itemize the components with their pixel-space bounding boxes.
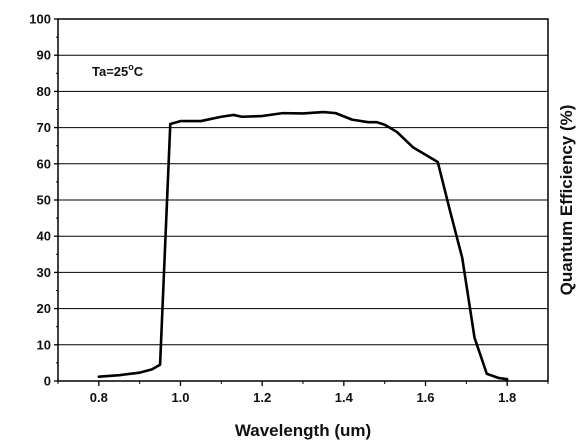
y-tick-label: 60: [37, 156, 51, 171]
series-layer: [97, 110, 509, 381]
y-tick-label: 70: [37, 120, 51, 135]
y-tick-label: 100: [29, 12, 51, 27]
y-axis-title: Quantum Efficiency (%): [557, 105, 576, 296]
y-tick-label: 0: [44, 374, 51, 389]
x-tick-label: 1.0: [171, 390, 189, 405]
ticks-layer: 0 10 20 30 40 50 60 70 80 90 100 0.8 1.0 1.2 1.4 1.6 1.8: [29, 12, 549, 405]
annotation-superscript: o: [128, 62, 134, 72]
annotation-unit: C: [134, 64, 144, 79]
x-tick-label: 0.8: [90, 390, 108, 405]
y-tick-label: 10: [37, 337, 51, 352]
y-tick-label: 50: [37, 193, 51, 208]
y-tick-label: 20: [37, 301, 51, 316]
x-tick-label: 1.2: [253, 390, 271, 405]
x-tick-label: 1.4: [335, 390, 354, 405]
y-tick-label: 30: [37, 265, 51, 280]
x-tick-label: 1.6: [416, 390, 434, 405]
series-line-0: [97, 110, 509, 381]
y-tick-label: 80: [37, 84, 51, 99]
annotation-main: Ta=25: [92, 64, 128, 79]
x-tick-label: 1.8: [498, 390, 516, 405]
x-axis-title: Wavelength (um): [235, 421, 371, 440]
y-tick-label: 40: [37, 229, 51, 244]
y-tick-label: 90: [37, 48, 51, 63]
grid-layer: [58, 54, 548, 346]
temperature-annotation: Ta=25oC: [92, 62, 144, 79]
